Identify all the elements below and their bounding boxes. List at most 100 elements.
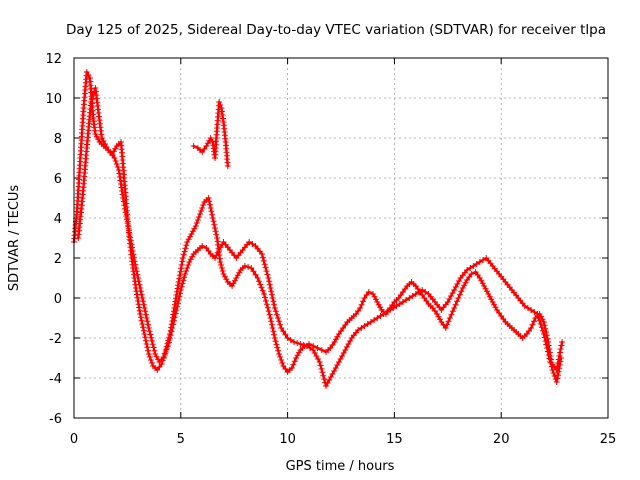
data-point-marker — [367, 319, 374, 325]
data-point-marker — [130, 251, 137, 258]
data-point-marker — [276, 351, 283, 357]
data-point-marker — [479, 280, 486, 287]
data-point-marker — [160, 355, 167, 361]
data-point-marker — [536, 317, 543, 324]
data-point-marker — [248, 265, 255, 271]
data-point-marker — [492, 304, 499, 311]
data-point-marker — [489, 299, 496, 305]
data-point-marker — [459, 285, 466, 291]
data-point-marker — [122, 209, 129, 216]
data-point-marker — [464, 267, 470, 273]
data-point-marker — [231, 277, 238, 284]
data-point-marker — [544, 345, 551, 351]
data-point-marker — [280, 328, 287, 335]
data-point-marker — [172, 310, 179, 317]
data-point-marker — [271, 331, 278, 338]
data-point-marker — [197, 211, 203, 217]
data-point-marker — [143, 315, 150, 321]
data-point-marker — [178, 265, 185, 272]
data-point-marker — [180, 251, 187, 258]
data-point-marker — [192, 223, 199, 229]
data-point-marker — [259, 287, 266, 294]
data-point-marker — [555, 360, 562, 366]
data-point-marker — [537, 321, 544, 327]
data-point-marker — [259, 251, 265, 257]
data-point-marker — [129, 244, 136, 251]
data-point-marker — [140, 301, 147, 308]
data-point-marker — [456, 291, 463, 298]
data-point-marker — [542, 338, 549, 344]
data-point-marker — [173, 307, 180, 313]
data-point-marker — [287, 337, 294, 343]
data-point-marker — [374, 299, 381, 305]
data-point-marker — [539, 327, 546, 334]
data-point-marker — [174, 303, 181, 310]
data-point-marker — [126, 231, 133, 237]
data-point-marker — [531, 309, 538, 315]
data-point-marker — [462, 279, 469, 286]
data-point-marker — [171, 314, 178, 321]
data-point-marker — [371, 317, 378, 323]
data-point-marker — [452, 301, 459, 308]
data-point-marker — [257, 281, 264, 288]
data-point-marker — [448, 311, 455, 318]
axis-ticks: 0 5 10 15 20 25 -6 -4 -2 0 2 4 6 8 10 12 — [45, 52, 616, 447]
data-point-marker — [217, 102, 224, 108]
data-point-marker — [142, 311, 149, 318]
data-point-marker — [291, 339, 297, 345]
data-point-marker — [256, 278, 262, 285]
data-point-marker — [184, 265, 191, 271]
data-point-marker — [193, 220, 200, 226]
x-tick-label: 10 — [279, 432, 296, 447]
chart-title: Day 125 of 2025, Sidereal Day-to-day VTE… — [66, 22, 606, 38]
data-point-marker — [217, 259, 224, 265]
data-point-marker — [241, 263, 248, 269]
data-point-marker — [149, 360, 155, 366]
data-point-marker — [264, 304, 271, 311]
data-point-marker — [321, 376, 328, 383]
data-point-marker — [399, 299, 406, 305]
y-tick-label: 4 — [54, 212, 62, 227]
data-point-marker — [331, 339, 338, 345]
data-point-marker — [540, 319, 547, 325]
x-tick-label: 5 — [177, 432, 185, 447]
data-point-marker — [279, 360, 286, 366]
data-point-marker — [179, 280, 186, 287]
y-tick-label: 8 — [54, 132, 62, 147]
data-point-marker — [213, 252, 220, 259]
data-point-marker — [557, 349, 564, 356]
data-point-marker — [132, 265, 139, 271]
data-point-marker — [267, 315, 274, 321]
data-point-marker — [267, 285, 274, 291]
data-point-marker — [485, 291, 492, 297]
data-point-marker — [419, 287, 426, 293]
data-point-marker — [320, 372, 327, 379]
data-point-marker — [290, 361, 297, 368]
data-point-marker — [268, 318, 275, 325]
data-point-marker — [199, 205, 206, 211]
data-point-marker — [473, 261, 480, 267]
data-point-marker — [556, 353, 563, 359]
data-point-marker — [236, 269, 243, 276]
data-point-marker — [250, 268, 257, 275]
data-point-marker — [146, 328, 153, 335]
data-point-marker — [118, 184, 125, 191]
data-point-marker — [188, 231, 195, 237]
data-point-marker — [303, 343, 310, 349]
data-point-marker — [276, 318, 283, 325]
y-tick-label: 6 — [54, 172, 62, 187]
data-point-marker — [189, 228, 196, 235]
data-point-marker — [125, 227, 132, 234]
data-point-marker — [176, 293, 183, 300]
data-point-marker — [181, 248, 188, 255]
data-point-marker — [148, 334, 155, 341]
data-point-marker — [319, 369, 326, 376]
data-point-marker — [444, 321, 451, 328]
data-point-marker — [213, 231, 220, 238]
data-point-marker — [129, 248, 136, 254]
data-point-marker — [217, 244, 224, 251]
data-point-marker — [539, 316, 546, 323]
data-point-marker — [168, 328, 175, 335]
data-point-marker — [220, 271, 227, 277]
